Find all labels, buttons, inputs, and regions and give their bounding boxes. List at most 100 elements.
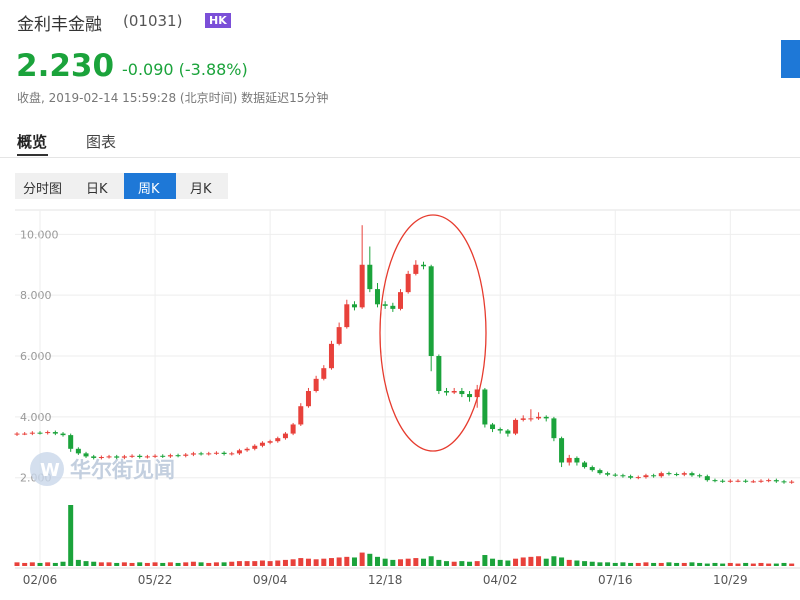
candle-body [137,455,143,458]
period-button[interactable]: 月K [190,182,212,197]
candle-body [674,474,680,476]
candle-body [190,453,196,455]
candle-body [689,473,695,476]
candle-body [589,467,595,471]
volume-bar [213,562,219,566]
candle-body [290,424,296,434]
candle-body [68,435,74,449]
candle-body [758,480,764,482]
candle-body [160,455,166,457]
volume-bar [305,558,311,566]
volume-bar [374,556,380,566]
candle-body [75,448,81,454]
watermark-icon: W [40,460,60,481]
volume-bar [582,561,588,566]
volume-bar [451,561,457,566]
volume-bar [635,562,641,566]
candle-body [666,473,672,475]
candle-body [551,418,557,439]
candle-body [628,476,634,478]
volume-bar [628,562,634,566]
candle-body [282,433,288,439]
volume-bar [551,556,557,566]
candle-body [398,292,403,309]
volume-bar [359,552,365,566]
volume-bar [428,556,434,566]
volume-bar [382,558,388,566]
candle-body [236,450,242,454]
volume-bar [643,562,649,566]
volume-bar [190,561,196,566]
volume-bar [566,559,572,566]
volume-bar [83,561,89,566]
tab[interactable]: 概览 [17,133,48,151]
volume-bar [60,561,66,566]
divider [0,157,800,158]
candle-body [305,391,311,407]
tab-underline [17,154,48,156]
candle-body [344,304,350,328]
volume-bar [513,558,519,566]
period-button[interactable]: 周K [138,182,160,197]
candle-body [60,433,66,436]
volume-bar [22,562,28,566]
candle-body [175,455,181,457]
volume-bar [68,505,74,566]
candle-body [773,480,779,482]
period-active [124,173,176,199]
volume-bar [720,563,726,566]
candle-body [91,456,97,458]
candle-body [275,438,281,442]
stock-name: 金利丰金融 [17,15,102,35]
volume-bar [206,562,212,566]
candle-body [436,356,442,392]
period-button[interactable]: 日K [86,182,108,197]
volume-bar [559,557,565,566]
candle-body [543,416,549,419]
candle-body [451,391,457,393]
volume-bar [37,562,43,566]
candle-body [651,475,657,477]
volume-bar [198,562,204,566]
candle-body [167,455,173,457]
volume-bar [405,558,411,566]
y-tick-label: 6.000 [20,350,52,363]
candle-body [221,452,227,454]
candle-body [206,453,212,455]
action-button[interactable] [781,40,800,78]
candle-body [52,432,58,434]
candle-body [643,475,649,478]
volume-bar [152,562,158,566]
price-change: -0.090 (-3.88%) [122,60,248,79]
volume-bar [474,561,480,566]
candle-body [390,305,396,309]
candle-body [474,389,480,398]
candle-body [620,475,626,477]
volume-bar [674,562,680,566]
candle-body [467,394,473,398]
tab[interactable]: 图表 [86,133,117,151]
volume-bar [229,561,235,566]
x-tick-label: 05/22 [138,573,173,587]
volume-bar [697,562,703,566]
volume-bar [543,558,549,566]
candle-body [98,457,104,459]
candle-body [566,457,572,463]
volume-bar [482,555,488,566]
volume-bar [712,562,718,566]
candle-body [697,475,703,477]
period-button[interactable]: 分时图 [23,182,63,197]
candle-body [750,481,756,483]
candle-body [605,473,611,475]
x-tick-label: 02/06 [23,573,58,587]
volume-bar [144,562,150,566]
candle-body [374,289,380,305]
candle-body [129,455,135,457]
volume-bar [666,562,672,566]
candle-body [635,477,641,479]
candle-body [259,442,265,446]
candle-body [582,462,588,468]
candle-body [29,432,35,434]
candle-body [482,389,488,425]
